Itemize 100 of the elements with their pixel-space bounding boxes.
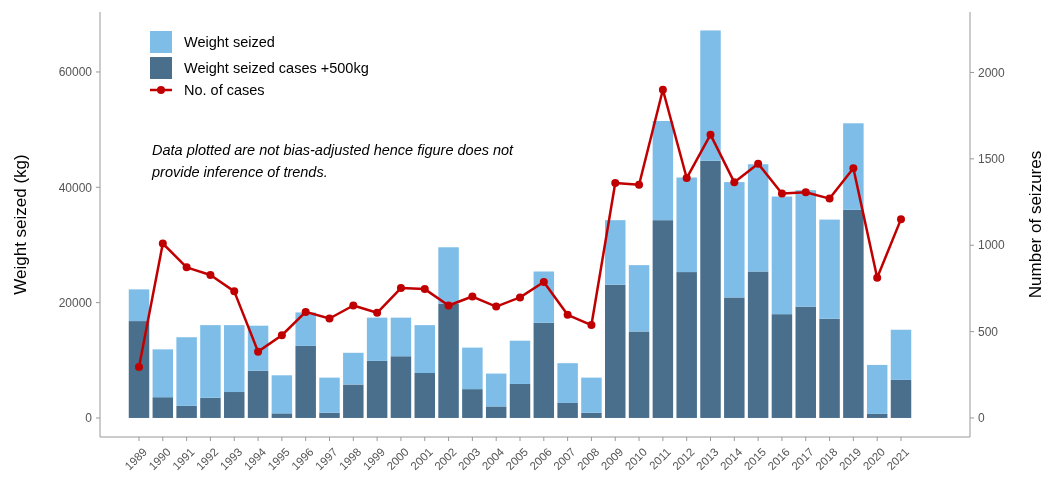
bar (343, 352, 364, 385)
bar (533, 322, 555, 418)
bar (319, 377, 340, 413)
point (230, 287, 239, 296)
point (825, 194, 834, 203)
y-tick-label: 20000 (58, 295, 93, 310)
bar (605, 220, 626, 285)
bar (700, 30, 721, 161)
bar (771, 314, 793, 418)
point (301, 307, 310, 316)
bar (581, 377, 602, 413)
point (658, 85, 667, 94)
bar (533, 271, 555, 323)
y2-tick-label: 1500 (978, 152, 1006, 167)
bar (343, 384, 364, 418)
bar (152, 349, 174, 398)
bar (724, 297, 745, 418)
bar (724, 182, 745, 298)
point (158, 239, 167, 248)
bar (414, 325, 435, 373)
bar (795, 306, 816, 418)
bar (581, 412, 602, 418)
bar (462, 347, 483, 390)
point (516, 293, 524, 302)
bar (819, 318, 840, 418)
bar (676, 272, 697, 418)
bar (390, 317, 412, 357)
bar (319, 412, 340, 418)
bar (747, 271, 769, 418)
point (468, 292, 477, 301)
bar (224, 392, 245, 418)
y-tick-label: 60000 (58, 65, 93, 80)
point (706, 130, 715, 139)
bar (224, 325, 245, 393)
point (611, 179, 620, 188)
bar (652, 220, 674, 418)
bar (819, 219, 840, 319)
bar (866, 413, 888, 418)
y2-tick-label: 2000 (978, 65, 1006, 80)
point (349, 301, 358, 310)
bar (890, 329, 912, 380)
point (635, 180, 644, 189)
bar (485, 373, 507, 407)
bar (390, 356, 412, 418)
point (182, 263, 191, 272)
point (587, 321, 596, 330)
bar (176, 405, 197, 418)
bar (628, 265, 650, 332)
bar (438, 303, 459, 418)
y-tick-label: 40000 (58, 180, 93, 195)
y-tick-label: 0 (85, 411, 93, 426)
bar (676, 177, 697, 273)
bar (438, 247, 459, 304)
bar (866, 364, 888, 414)
bar (795, 190, 816, 307)
legend-label: Weight seized (184, 34, 275, 51)
bar (200, 325, 221, 398)
bar (152, 397, 174, 418)
point (396, 284, 405, 293)
bar (628, 331, 650, 418)
point (897, 215, 905, 224)
bar (509, 340, 531, 384)
bar (200, 397, 221, 418)
bar (128, 289, 150, 322)
point (873, 273, 882, 282)
bar (366, 317, 388, 361)
point (373, 308, 382, 317)
bar (509, 383, 531, 418)
point (539, 278, 548, 287)
bar (295, 345, 316, 418)
bar (605, 284, 626, 418)
bar (176, 337, 197, 406)
point (325, 314, 334, 323)
bar (485, 406, 507, 418)
bar (747, 164, 769, 272)
point (206, 270, 215, 279)
point (849, 164, 858, 173)
bar (700, 160, 721, 418)
annotation: Data plotted are not bias-adjusted hence figure does not provide inference of trends. (151, 142, 515, 180)
point (444, 301, 453, 310)
point (277, 331, 286, 340)
point (492, 302, 501, 311)
point (254, 347, 263, 356)
bar (414, 372, 435, 418)
bar (557, 402, 578, 418)
point (563, 310, 572, 319)
point (730, 178, 739, 187)
point (777, 189, 786, 198)
bar (271, 413, 293, 418)
legend-label: No. of cases (184, 82, 265, 99)
bar (128, 321, 150, 418)
y-axis-title: Weight seized (kg) (11, 154, 30, 295)
y2-tick-label: 500 (978, 324, 999, 339)
bar (843, 209, 864, 418)
bar (247, 370, 269, 418)
bar (557, 363, 578, 403)
bar (652, 120, 674, 221)
point (754, 159, 763, 168)
y2-tick-label: 0 (978, 411, 985, 426)
bar (366, 360, 388, 418)
